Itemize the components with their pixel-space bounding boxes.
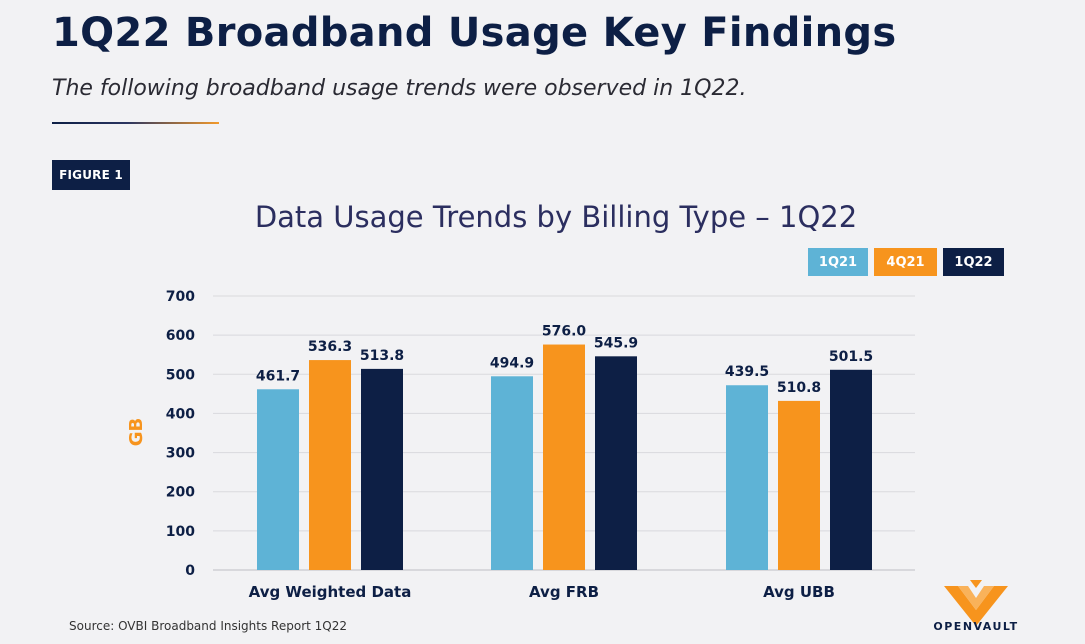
bar [309, 360, 351, 570]
data-label: 501.5 [829, 349, 873, 365]
y-tick-label: 700 [166, 289, 195, 305]
bar [778, 400, 820, 570]
bar [491, 376, 533, 570]
data-label: 461.7 [256, 368, 300, 384]
bar [830, 369, 872, 570]
data-label: 576.0 [542, 324, 587, 340]
y-tick-label: 500 [166, 367, 195, 383]
bar [595, 356, 637, 570]
bar [543, 344, 585, 570]
data-label: 536.3 [308, 339, 352, 355]
y-tick-label: 200 [166, 485, 195, 501]
y-tick-label: 400 [166, 406, 195, 422]
figure-badge: FIGURE 1 [52, 160, 130, 190]
x-tick-label: Avg UBB [763, 583, 835, 601]
legend-item-1q21: 1Q21 [808, 248, 868, 276]
page-title: 1Q22 Broadband Usage Key Findings [52, 10, 897, 56]
y-axis-label: GB [126, 418, 147, 447]
data-label: 513.8 [360, 348, 404, 364]
x-tick-label: Avg Weighted Data [249, 583, 412, 601]
x-tick-label: Avg FRB [529, 583, 599, 601]
legend-item-1q22: 1Q22 [943, 248, 1004, 276]
legend-item-4q21: 4Q21 [874, 248, 937, 276]
page-subtitle: The following broadband usage trends wer… [52, 76, 747, 101]
y-tick-label: 600 [166, 328, 195, 344]
y-tick-label: 0 [185, 563, 195, 579]
data-label: 439.5 [725, 364, 769, 380]
y-tick-label: 100 [166, 524, 195, 540]
bar [257, 389, 299, 570]
data-label: 494.9 [490, 355, 534, 371]
y-tick-label: 300 [166, 446, 195, 462]
openvault-logo-icon [944, 580, 1008, 626]
source-note: Source: OVBI Broadband Insights Report 1… [69, 619, 347, 633]
data-label: 510.8 [777, 380, 821, 396]
chart-title: Data Usage Trends by Billing Type – 1Q22 [254, 200, 858, 234]
title-divider [52, 122, 219, 124]
bar [361, 368, 403, 570]
data-label: 545.9 [594, 335, 638, 351]
chart-legend: 1Q21 4Q21 1Q22 [808, 248, 1004, 276]
bar [726, 385, 768, 570]
brand-wordmark: OPENVAULT [933, 620, 1019, 633]
